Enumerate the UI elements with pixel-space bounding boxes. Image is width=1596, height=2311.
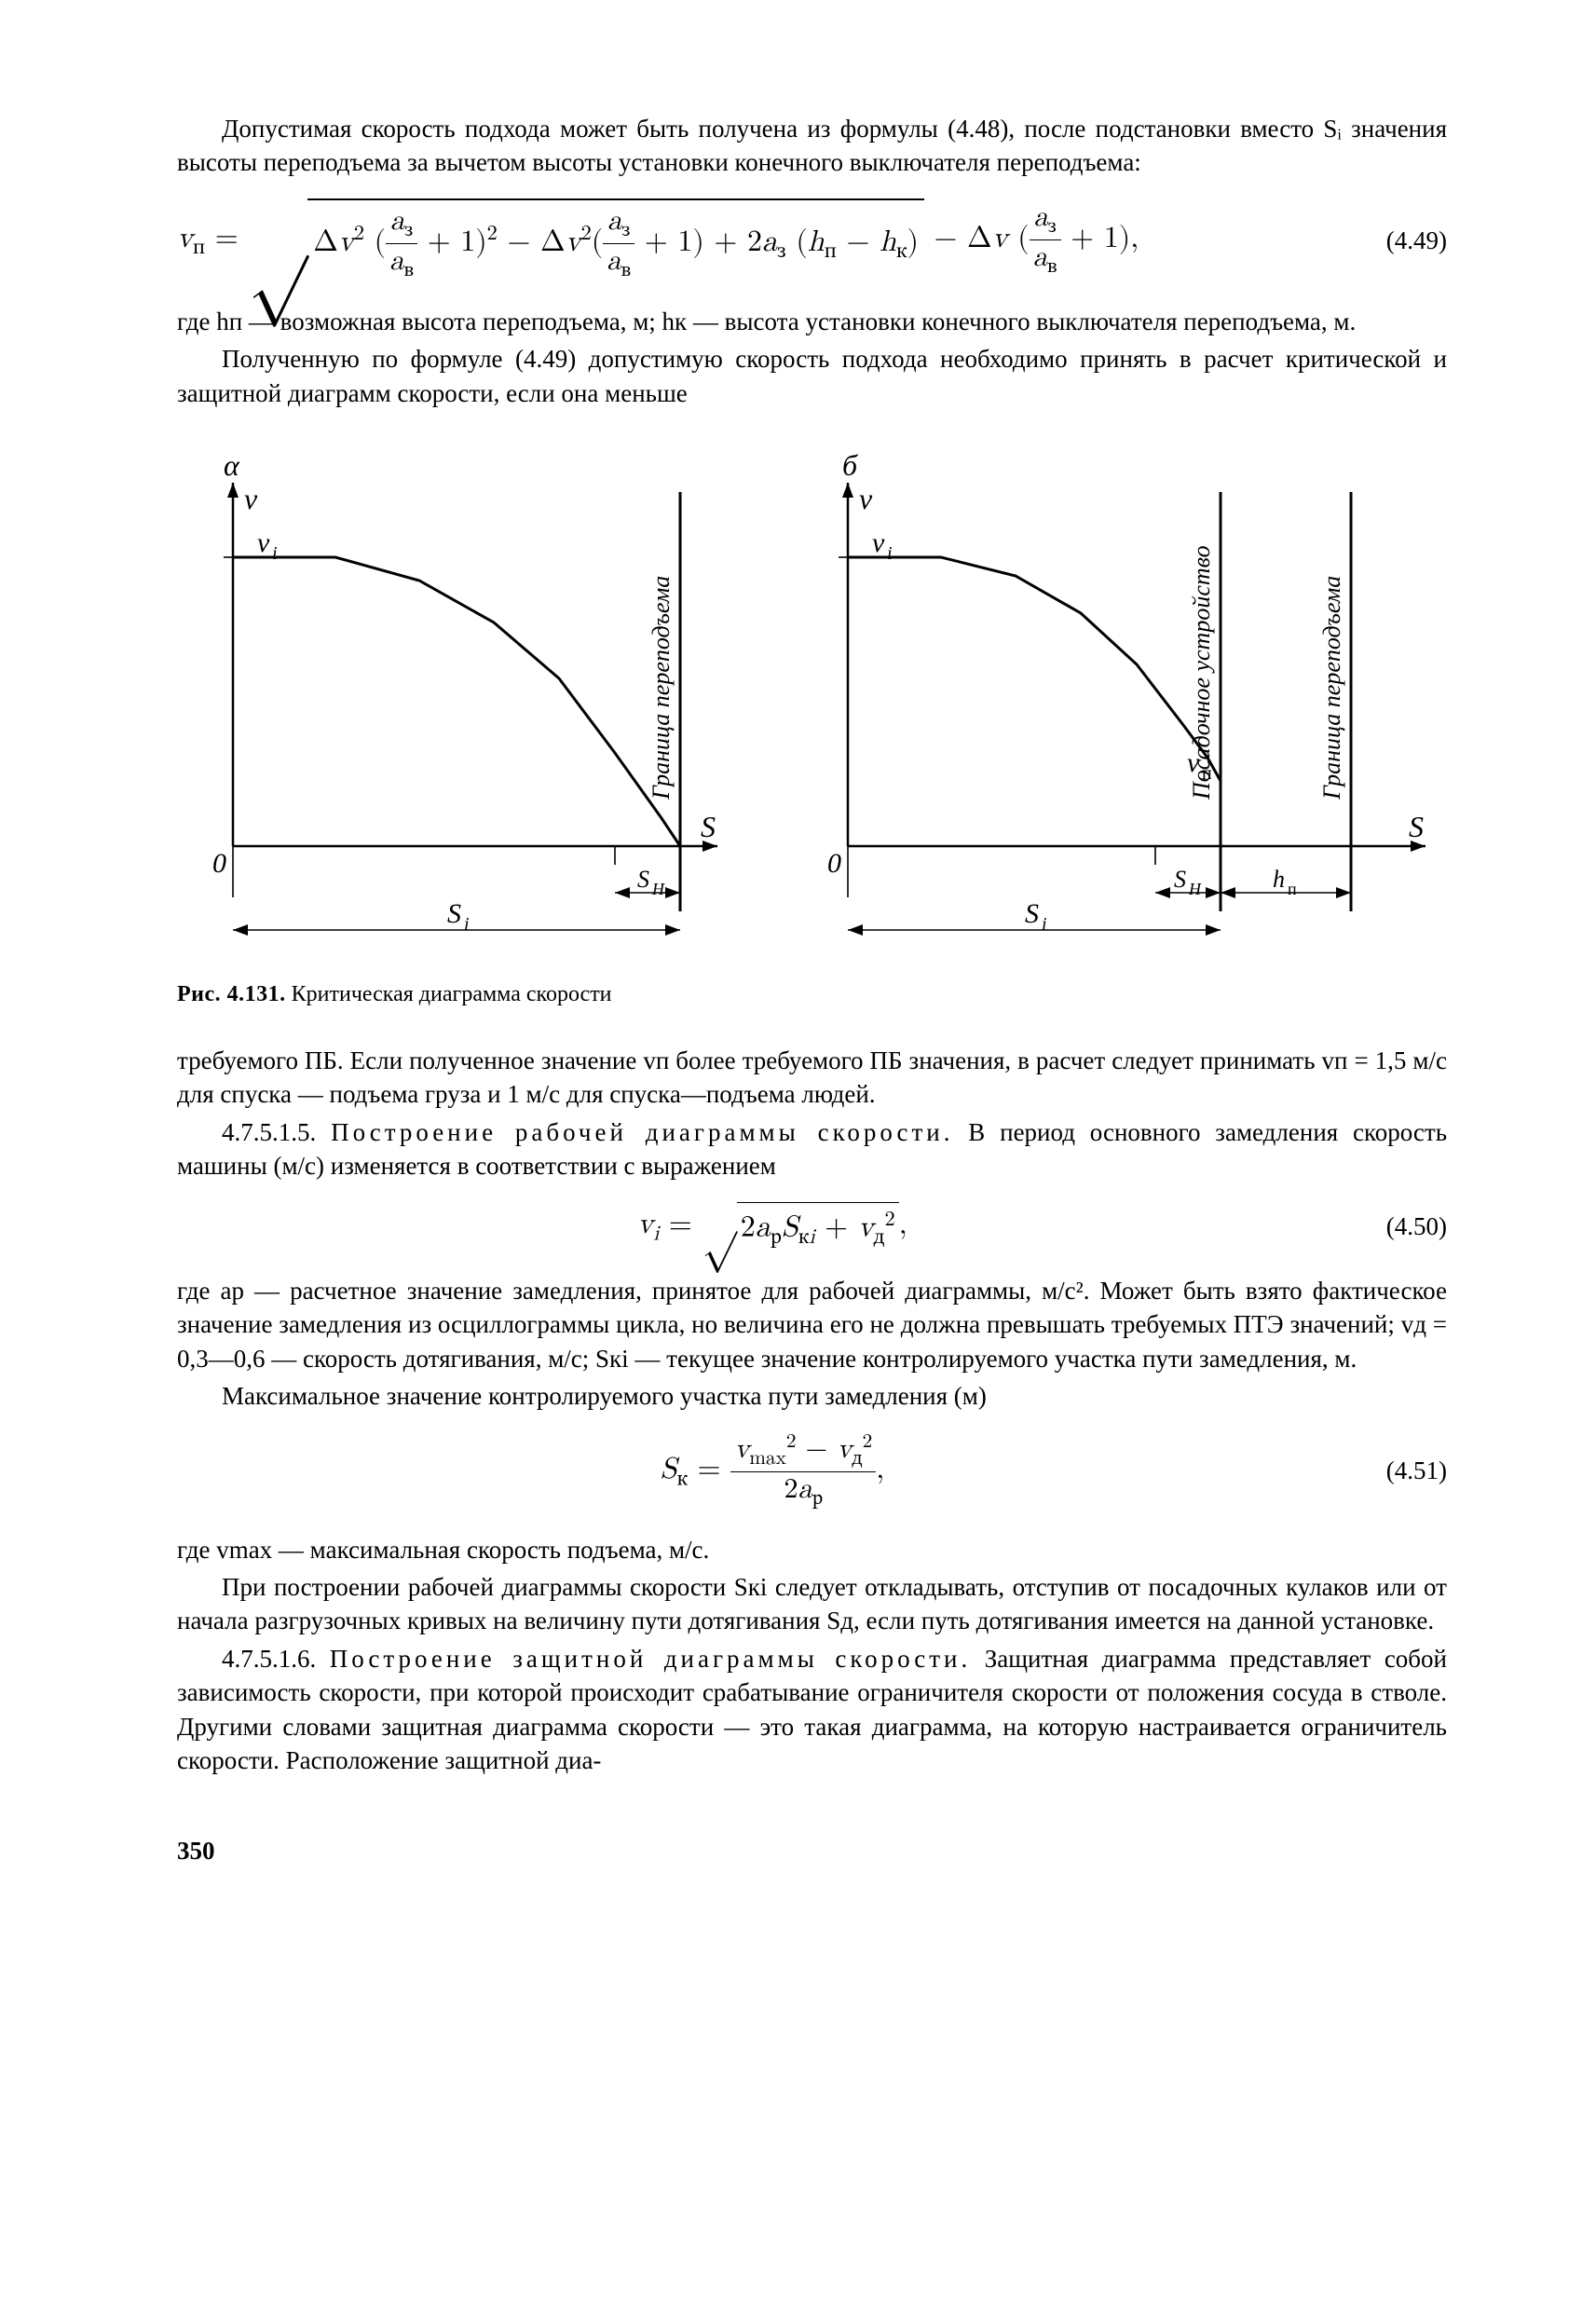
paragraph: где vmax — максимальная скорость подъема…	[177, 1533, 1447, 1566]
svg-text:S: S	[447, 898, 461, 929]
svg-text:H: H	[1188, 880, 1202, 898]
figure-4-131: αvS0Граница переподъемаviSHSiбvS0Посадоч…	[177, 436, 1447, 966]
svg-text:i: i	[1042, 914, 1047, 935]
section-4-7-5-1-5: 4.7.5.1.5. Построение рабочей диаграммы …	[177, 1115, 1447, 1183]
svg-text:α: α	[224, 448, 240, 482]
svg-text:б: б	[842, 448, 858, 482]
svg-text:S: S	[701, 810, 716, 843]
svg-text:Граница переподъема: Граница переподъема	[648, 576, 675, 800]
paragraph: Максимальное значение контролируемого уч…	[177, 1379, 1447, 1413]
svg-text:v: v	[244, 482, 258, 515]
svg-text:S: S	[1025, 898, 1039, 929]
svg-text:v: v	[859, 482, 873, 515]
svg-text:0: 0	[827, 848, 841, 879]
paragraph: Полученную по формуле (4.49) допустимую …	[177, 342, 1447, 410]
svg-text:v: v	[1187, 747, 1200, 778]
paragraph: При построении рабочей диаграммы скорост…	[177, 1570, 1447, 1638]
equation-body: vп = √ Δv2 (aзaв + 1)2 − Δv2(aзaв + 1) +…	[177, 198, 1139, 282]
svg-text:v: v	[257, 527, 270, 558]
section-number: 4.7.5.1.5.	[222, 1118, 331, 1146]
critical-speed-diagram: αvS0Граница переподъемаviSHSiбvS0Посадоч…	[177, 436, 1444, 958]
svg-text:Граница переподъема: Граница переподъема	[1318, 576, 1345, 800]
equation-number: (4.49)	[1368, 224, 1447, 257]
svg-text:v: v	[872, 527, 885, 558]
paragraph: где hп — возможная высота переподъема, м…	[177, 305, 1447, 338]
svg-text:i: i	[887, 543, 893, 564]
equation-number: (4.50)	[1368, 1210, 1447, 1243]
section-title: Построение рабочей диаграммы скорости.	[331, 1118, 953, 1146]
svg-text:S: S	[1174, 866, 1186, 893]
svg-text:i: i	[272, 543, 278, 564]
section-4-7-5-1-6: 4.7.5.1.6. Построение защитной диаграммы…	[177, 1642, 1447, 1778]
equation-4-50: vi = √ 2aрSкi + vд2 , (4.50)	[177, 1202, 1447, 1251]
svg-text:H: H	[651, 880, 665, 898]
svg-text:п: п	[1288, 880, 1297, 898]
equation-number: (4.51)	[1368, 1454, 1447, 1487]
equation-body: vi = √ 2aрSкi + vд2 ,	[637, 1202, 907, 1251]
section-title: Построение защитной диаграммы скорости.	[330, 1645, 972, 1673]
section-number: 4.7.5.1.6.	[222, 1645, 330, 1673]
page-number: 350	[177, 1834, 1447, 1867]
svg-text:i: i	[464, 914, 470, 935]
svg-text:S: S	[1409, 810, 1424, 843]
paragraph: где aр — расчетное значение замедления, …	[177, 1274, 1447, 1375]
svg-text:п: п	[1202, 763, 1212, 784]
svg-text:h: h	[1273, 866, 1285, 893]
figure-caption: Рис. 4.131. Критическая диаграмма скорос…	[177, 979, 1447, 1009]
equation-4-49: vп = √ Δv2 (aзaв + 1)2 − Δv2(aзaв + 1) +…	[177, 198, 1447, 282]
paragraph: Допустимая скорость подхода может быть п…	[177, 112, 1447, 180]
svg-text:S: S	[637, 866, 649, 893]
equation-4-51: Sк = vmax2 − vд2 2aр , (4.51)	[177, 1432, 1447, 1511]
paragraph: требуемого ПБ. Если полученное значение …	[177, 1044, 1447, 1112]
svg-text:0: 0	[212, 848, 226, 879]
equation-body: Sк = vmax2 − vд2 2aр ,	[661, 1432, 885, 1511]
